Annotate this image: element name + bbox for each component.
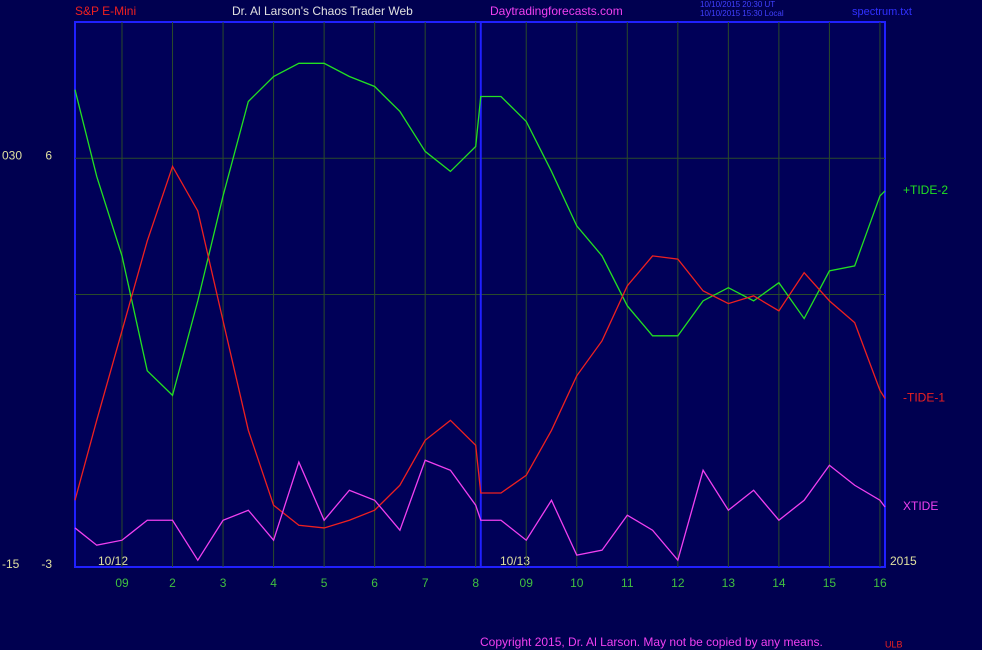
x-tick-label: 5: [321, 576, 328, 590]
time-ut: 10/10/2015 20:30 UT: [700, 0, 775, 9]
series-line: [74, 62, 886, 397]
symbol: S&P E-Mini: [75, 4, 136, 18]
x-tick-label: 09: [115, 576, 129, 590]
x-tick-label: 11: [621, 576, 634, 590]
x-tick-label: 2: [169, 576, 176, 590]
legend-label: -TIDE-1: [903, 391, 945, 405]
x-tick-label: 15: [823, 576, 837, 590]
y-tick-label: -3: [41, 557, 52, 571]
legend-label: +TIDE-2: [903, 183, 948, 197]
x-tick-label: 13: [722, 576, 736, 590]
x-tick-label: 12: [671, 576, 685, 590]
y2-tick-label: 030: [2, 148, 22, 162]
x-tick-label: 14: [772, 576, 786, 590]
y-tick-label: 6: [45, 148, 52, 162]
series-line: [74, 459, 886, 562]
series-line: [74, 164, 886, 529]
y2-tick-label: -15: [2, 557, 20, 571]
url: Daytradingforecasts.com: [490, 4, 623, 18]
x-tick-label: 7: [422, 576, 429, 590]
time-local: 10/10/2015 15:30 Local: [700, 9, 784, 18]
file: spectrum.txt: [852, 6, 912, 18]
x-tick-label: 6: [371, 576, 378, 590]
day-label: 10/12: [98, 554, 128, 568]
x-tick-label: 3: [220, 576, 227, 590]
day-label: 10/13: [500, 554, 530, 568]
year-label: 2015: [890, 554, 917, 568]
x-tick-label: 4: [270, 576, 277, 590]
legend-label: XTIDE: [903, 499, 938, 513]
mark: ULB: [885, 639, 903, 649]
site: Dr. Al Larson's Chaos Trader Web: [232, 4, 413, 18]
x-tick-label: 16: [873, 576, 887, 590]
copyright: Copyright 2015, Dr. Al Larson. May not b…: [480, 635, 823, 649]
x-tick-label: 8: [472, 576, 479, 590]
x-tick-label: 10: [570, 576, 584, 590]
x-tick-label: 09: [520, 576, 534, 590]
